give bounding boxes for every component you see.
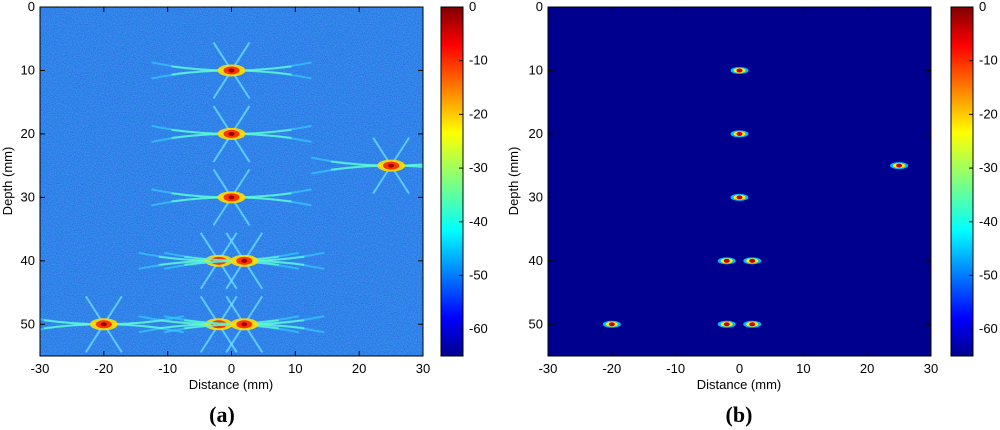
- point-target: [717, 257, 736, 265]
- target-core: [608, 322, 615, 327]
- colorbar-tick-label: -40: [469, 214, 488, 229]
- point-target: [151, 41, 312, 99]
- point-target: [151, 105, 312, 163]
- colorbar-tick-label: -10: [979, 53, 998, 68]
- colorbar-tick-label: -30: [979, 160, 998, 175]
- target-core: [736, 131, 743, 136]
- point-target: [717, 320, 736, 328]
- point-target: [40, 295, 185, 353]
- y-tick-label: 10: [529, 62, 543, 77]
- x-tick-label: 30: [924, 361, 938, 376]
- target-peak: [100, 322, 107, 327]
- target-peak: [388, 163, 395, 168]
- x-ticks-a: -30 -20 -10 0 10 20 30: [31, 7, 430, 376]
- x-ticks-b: -30 -20 -10 0 10 20 30: [539, 7, 938, 376]
- x-axis-label-a: Distance (mm): [189, 377, 274, 392]
- targets-b: [602, 66, 909, 328]
- colorbar-tick-label: -50: [979, 267, 998, 282]
- target-core: [723, 322, 730, 327]
- x-tick-label: 20: [352, 361, 366, 376]
- point-target: [730, 193, 749, 201]
- point-target: [730, 66, 749, 74]
- y-tick-label: 50: [529, 316, 543, 331]
- colorbar-tick-label: -30: [469, 160, 488, 175]
- colorbar-ticks-a: 0 -10 -20 -30 -40 -50 -60: [459, 0, 488, 336]
- target-peak: [228, 131, 235, 136]
- plot-background-b: [548, 7, 931, 356]
- x-tick-label: -30: [31, 361, 50, 376]
- y-tick-label: 40: [529, 253, 543, 268]
- point-target: [310, 137, 423, 195]
- point-target: [730, 130, 749, 138]
- y-tick-label: 30: [21, 189, 35, 204]
- y-tick-label: 0: [28, 0, 35, 14]
- target-core: [749, 258, 756, 263]
- targets-a: [40, 41, 423, 353]
- y-tick-label: 40: [21, 253, 35, 268]
- y-ticks-a: 0 10 20 30 40 50: [21, 0, 423, 331]
- y-tick-label: 10: [21, 62, 35, 77]
- target-peak: [228, 195, 235, 200]
- x-tick-label: -30: [539, 361, 558, 376]
- y-axis-label-b: Depth (mm): [506, 147, 521, 216]
- point-target: [890, 162, 909, 170]
- target-core: [896, 163, 903, 168]
- x-tick-label: 10: [288, 361, 302, 376]
- x-tick-label: -10: [158, 361, 177, 376]
- colorbar-b: [950, 6, 974, 357]
- x-tick-label: 20: [860, 361, 874, 376]
- target-peak: [241, 258, 248, 263]
- x-tick-label: -20: [602, 361, 621, 376]
- point-target: [602, 320, 621, 328]
- x-tick-label: 30: [416, 361, 430, 376]
- x-axis-label-b: Distance (mm): [697, 377, 782, 392]
- panel-label-a: (a): [209, 402, 235, 427]
- target-core: [736, 68, 743, 73]
- y-tick-label: 0: [536, 0, 543, 14]
- x-tick-label: 10: [796, 361, 810, 376]
- panel-label-b: (b): [726, 402, 753, 427]
- panel-b: -30 -20 -10 0 10 20 30 0 10 20 30 40 50 Distance (m…: [506, 0, 998, 427]
- colorbar-tick-label: -20: [979, 106, 998, 121]
- y-axis-label-a: Depth (mm): [0, 147, 15, 216]
- target-core: [749, 322, 756, 327]
- y-tick-label: 20: [529, 126, 543, 141]
- y-tick-label: 50: [21, 316, 35, 331]
- colorbar-a: [440, 6, 464, 357]
- target-peak: [228, 68, 235, 73]
- target-core: [736, 195, 743, 200]
- x-tick-label: 0: [228, 361, 235, 376]
- colorbar-tick-label: -60: [979, 321, 998, 336]
- panel-a: -30 -20 -10 0 10 20 30 0 10 20 30 40 50 Distance (m…: [0, 0, 488, 427]
- colorbar-tick-label: 0: [979, 0, 986, 14]
- point-target: [743, 320, 762, 328]
- point-target: [164, 295, 325, 353]
- colorbar-tick-label: -50: [469, 267, 488, 282]
- y-tick-label: 20: [21, 126, 35, 141]
- colorbar-tick-label: -60: [469, 321, 488, 336]
- x-tick-label: 0: [736, 361, 743, 376]
- point-target: [743, 257, 762, 265]
- target-peak: [241, 322, 248, 327]
- colorbar-tick-label: -10: [469, 53, 488, 68]
- colorbar-tick-label: 0: [469, 0, 476, 14]
- x-tick-label: -20: [94, 361, 113, 376]
- point-target: [164, 232, 325, 290]
- colorbar-tick-label: -20: [469, 106, 488, 121]
- x-tick-label: -10: [666, 361, 685, 376]
- colorbar-tick-label: -40: [979, 214, 998, 229]
- target-core: [723, 258, 730, 263]
- point-target: [151, 168, 312, 226]
- colorbar-ticks-b: 0 -10 -20 -30 -40 -50 -60: [969, 0, 998, 336]
- y-tick-label: 30: [529, 189, 543, 204]
- y-ticks-b: 0 10 20 30 40 50: [529, 0, 931, 331]
